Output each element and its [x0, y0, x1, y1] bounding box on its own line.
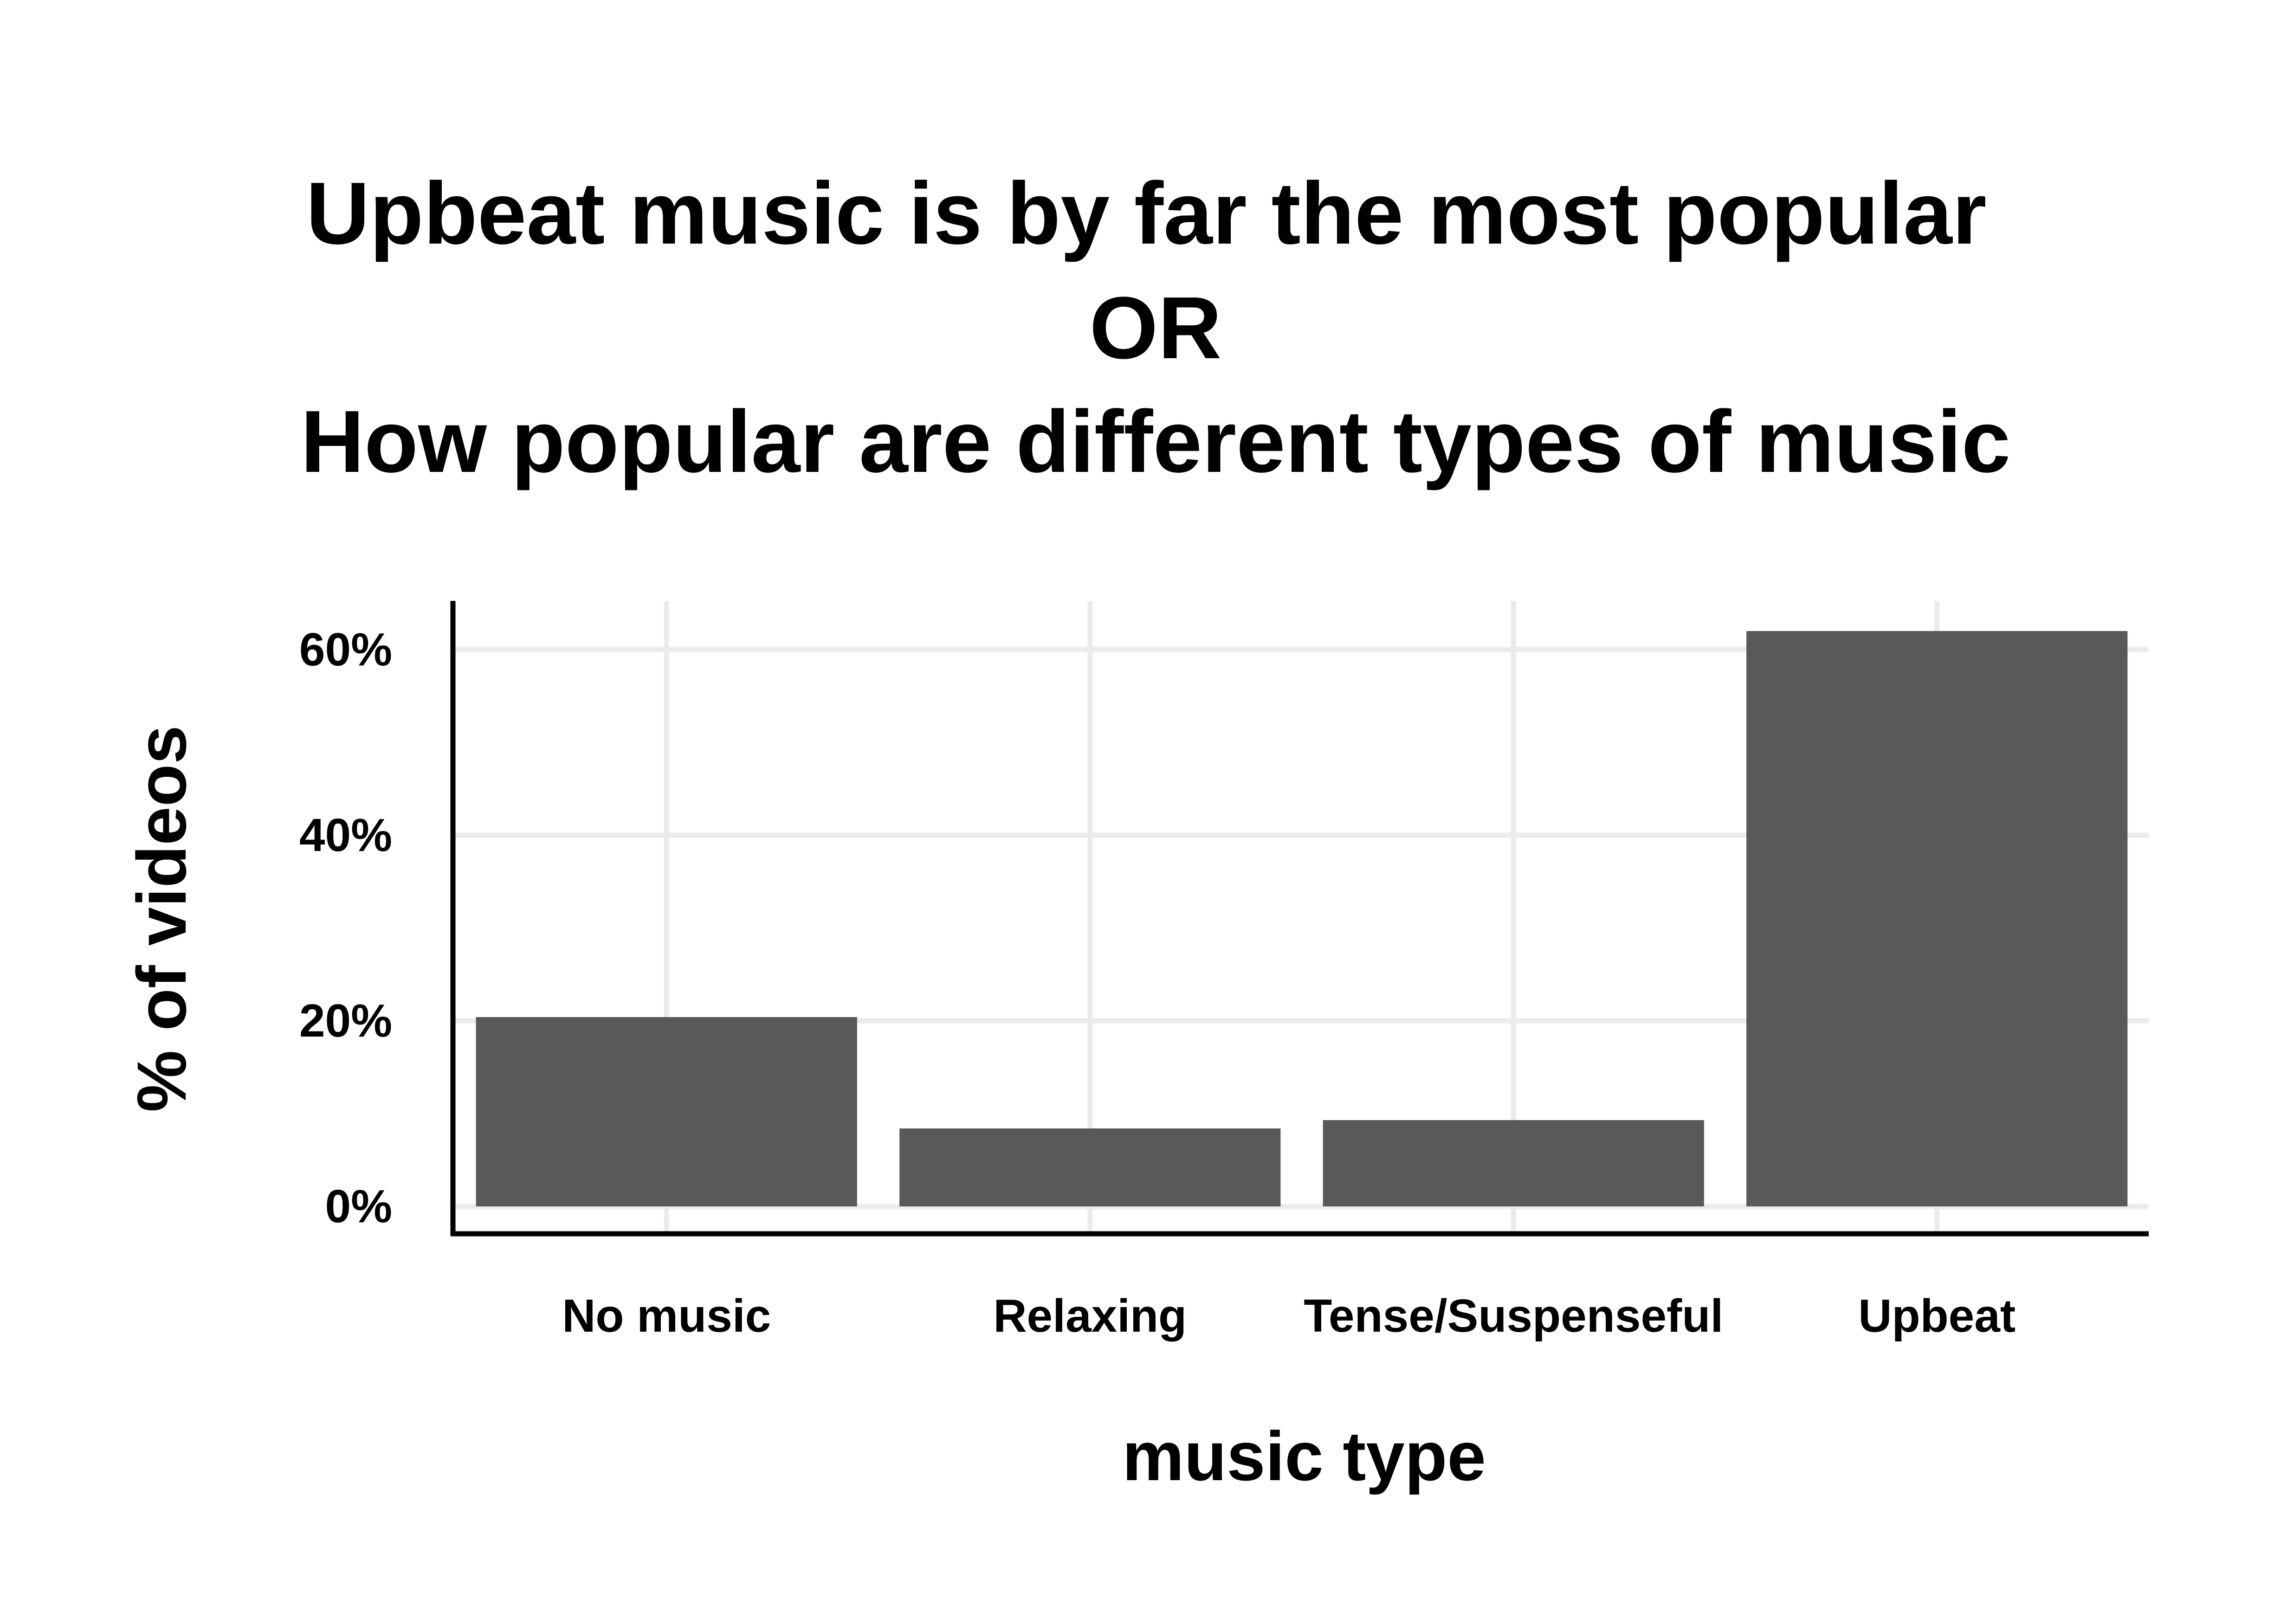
x-tick-label-2: Tense/Suspenseful — [1304, 1290, 1723, 1342]
chart-title: Upbeat music is by far the most popular … — [301, 164, 2011, 491]
y-tick-labels: 0% 20% 40% 60% — [299, 624, 392, 1232]
axes — [450, 601, 2149, 1237]
x-axis-title: music type — [1122, 1417, 1486, 1495]
bar-2 — [1323, 1120, 1704, 1206]
x-tick-labels: No music Relaxing Tense/Suspenseful Upbeat — [562, 1290, 2016, 1342]
chart-title-line-3: How popular are different types of music — [301, 393, 2011, 491]
chart-title-line-2: OR — [1090, 279, 1222, 377]
y-tick-label-3: 60% — [299, 624, 392, 676]
x-tick-label-1: Relaxing — [993, 1290, 1187, 1342]
bars — [476, 631, 2128, 1206]
y-tick-label-1: 20% — [299, 995, 392, 1047]
x-tick-label-3: Upbeat — [1858, 1290, 2016, 1342]
bar-1 — [899, 1128, 1281, 1206]
y-tick-label-0: 0% — [325, 1180, 392, 1232]
x-tick-label-0: No music — [562, 1290, 771, 1342]
y-axis-title: % of videos — [123, 725, 200, 1112]
bar-3 — [1746, 631, 2128, 1206]
bar-0 — [476, 1017, 857, 1206]
chart-title-line-1: Upbeat music is by far the most popular — [306, 164, 1986, 263]
y-tick-label-2: 40% — [299, 809, 392, 861]
